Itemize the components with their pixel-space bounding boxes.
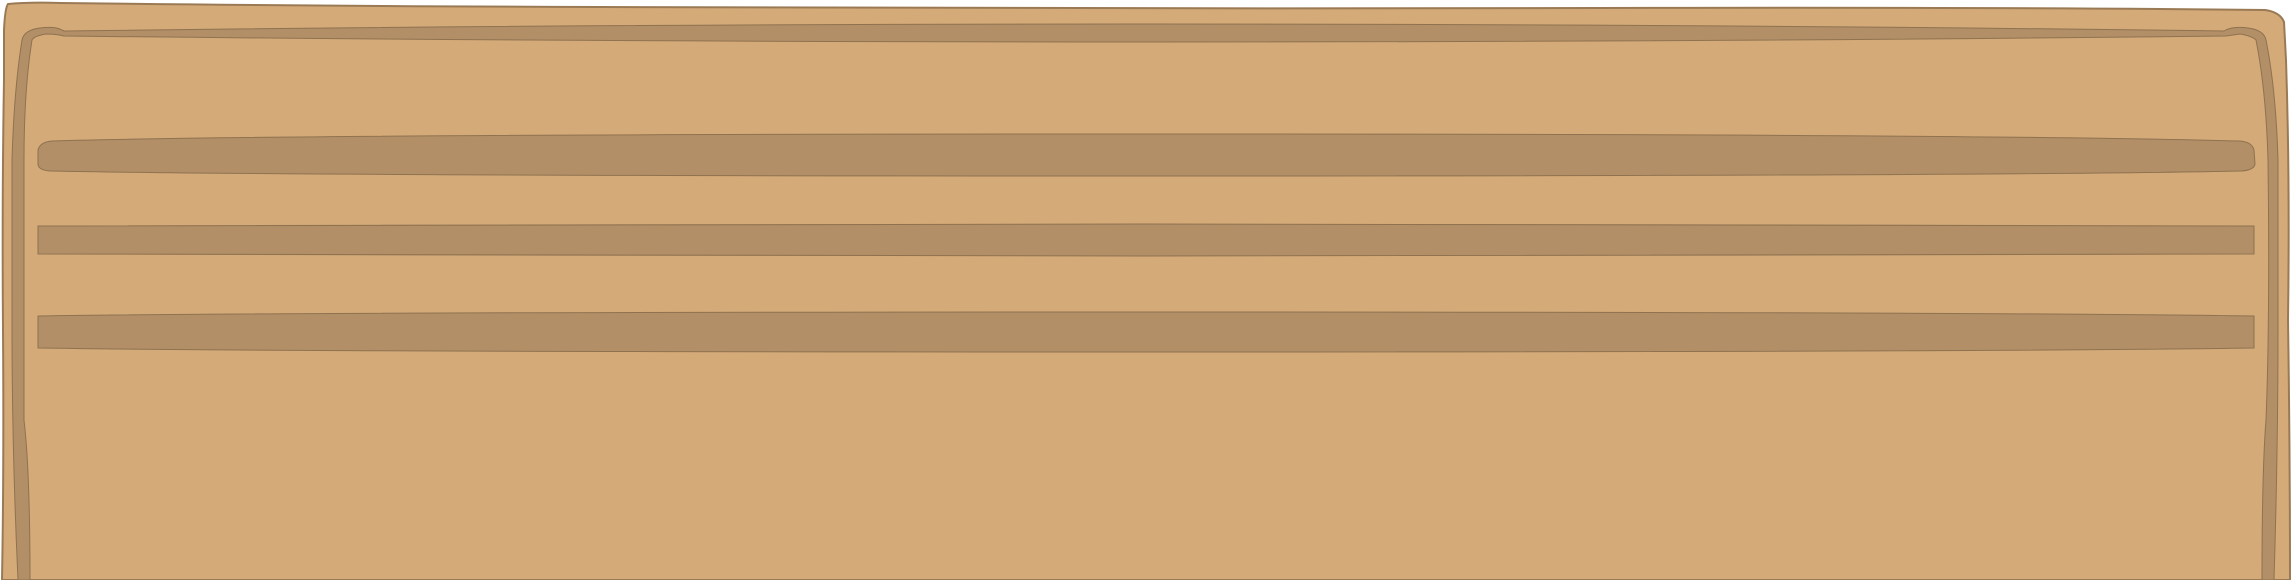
groove-lines — [37, 133, 2256, 353]
groove-line-3 — [37, 311, 2255, 353]
groove-line-2 — [37, 223, 2255, 257]
groove-line-1 — [37, 133, 2256, 177]
